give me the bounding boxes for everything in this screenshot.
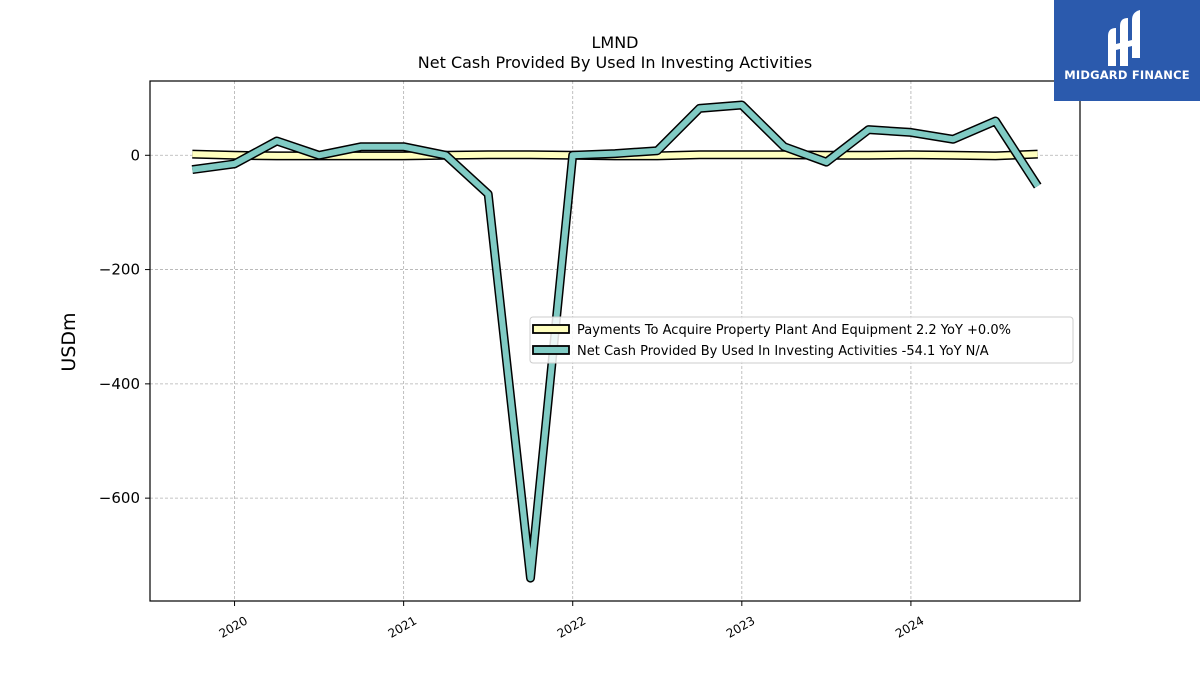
y-tick-label: −600 bbox=[99, 489, 140, 507]
axes-frame bbox=[149, 80, 1081, 602]
plot-area: 0 −200 −400 −600 2020 2021 2022 2023 2024 Payment… bbox=[99, 80, 1081, 641]
legend-label: Net Cash Provided By Used In Investing A… bbox=[577, 344, 989, 359]
y-tick-label: −200 bbox=[99, 261, 140, 279]
x-tick-label: 2023 bbox=[724, 613, 757, 640]
x-tick-label: 2020 bbox=[217, 613, 250, 640]
y-tick-label: −400 bbox=[99, 375, 140, 393]
legend-swatch bbox=[532, 345, 570, 355]
x-tick-label: 2022 bbox=[555, 613, 588, 640]
chart-title: LMND bbox=[591, 33, 638, 52]
legend-swatch bbox=[532, 324, 570, 334]
series-line-net-cash-investing bbox=[191, 102, 1041, 582]
legend-label: Payments To Acquire Property Plant And E… bbox=[577, 323, 1011, 338]
brand-logo: MIDGARD FINANCE bbox=[1054, 0, 1200, 101]
y-axis-label: USDm bbox=[58, 312, 80, 371]
y-tick-label: 0 bbox=[130, 146, 140, 164]
x-tick-label: 2021 bbox=[386, 613, 419, 640]
midgard-logo-icon bbox=[1108, 10, 1140, 66]
logo-text: MIDGARD FINANCE bbox=[1064, 68, 1190, 82]
chart-subtitle: Net Cash Provided By Used In Investing A… bbox=[418, 53, 812, 72]
legend-box bbox=[529, 316, 1074, 364]
x-tick-label: 2024 bbox=[893, 613, 926, 640]
